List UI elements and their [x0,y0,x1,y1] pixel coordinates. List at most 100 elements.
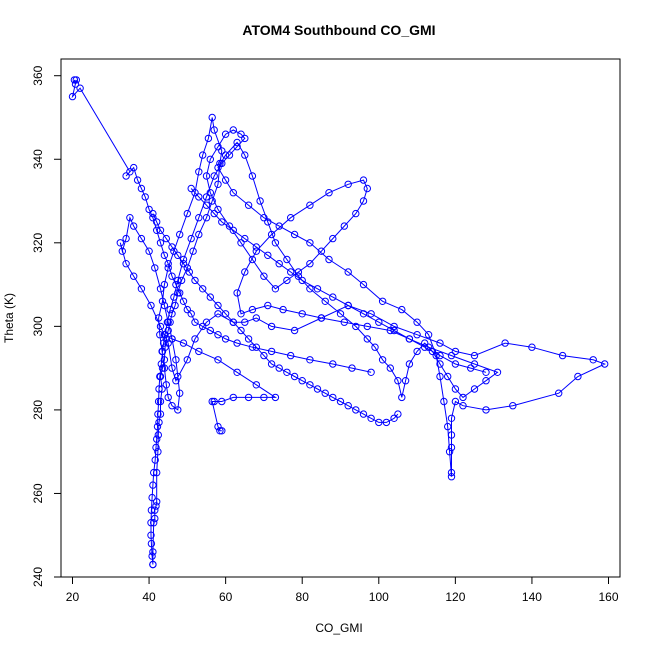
data-point [359,410,368,418]
data-point [214,163,222,172]
data-point [208,113,216,122]
data-point [162,381,171,389]
data-point [352,209,360,218]
data-point [148,552,156,560]
data-point [237,130,245,138]
data-point [252,314,260,322]
data-point [221,310,230,318]
data-point [244,201,253,209]
data-point [237,310,245,318]
data-point [168,402,176,410]
data-point [352,322,360,331]
data-point [210,172,218,180]
data-point [336,397,345,406]
data-point [154,410,162,418]
data-point [195,214,203,222]
x-tick-label: 140 [522,590,542,604]
data-point [390,326,398,335]
x-tick-label: 40 [142,590,156,604]
data-point [329,293,337,301]
data-point [601,360,609,368]
data-point [160,251,169,260]
data-point [202,201,211,209]
data-point [214,356,222,364]
data-point [158,364,167,372]
data-point [137,184,146,193]
data-point [436,372,444,381]
data-point [229,318,238,326]
data-point [206,326,215,335]
data-point [363,184,371,193]
y-tick-label: 320 [31,232,45,252]
data-point [260,272,268,280]
data-point [221,151,230,159]
data-point [344,180,352,189]
data-point [150,468,158,477]
data-point [447,468,456,477]
data-point [130,272,138,280]
data-point [413,331,421,339]
x-tick-label: 80 [296,590,310,604]
data-point [157,360,166,368]
data-point [378,356,387,364]
data-point [436,339,444,347]
y-tick-label: 340 [31,149,45,169]
data-point [233,143,241,151]
data-point [195,347,203,356]
data-point [208,197,216,205]
data-point [440,397,448,406]
data-point [447,351,456,360]
data-point [164,339,172,347]
data-point [156,226,165,235]
data-point [70,76,79,84]
data-point [233,368,241,376]
data-point [451,360,460,368]
data-point [290,372,299,381]
data-point [122,234,130,243]
data-point [267,230,276,239]
data-point [390,414,398,422]
data-point [206,189,215,197]
data-point [174,251,182,260]
data-point [141,193,149,201]
data-point [267,322,276,331]
data-point [72,76,81,84]
data-point [152,443,160,452]
data-point [528,343,536,351]
y-tick-label: 240 [31,567,45,587]
data-point [340,222,348,230]
data-point [137,234,146,243]
data-point [275,260,283,268]
data-point [208,397,216,406]
data-point [156,372,164,381]
data-point [363,322,371,331]
data-point [162,234,171,243]
data-point [183,356,192,364]
data-point [189,247,197,255]
data-point [71,80,80,88]
data-point [171,301,179,310]
data-point [424,331,433,339]
data-point [174,372,182,381]
data-point [116,239,125,247]
data-point [221,130,230,138]
data-point [172,356,180,364]
data-point [306,260,314,268]
data-point [153,435,161,443]
data-point [147,506,156,514]
x-axis-label: CO_GMI [315,621,362,635]
y-axis: 240 260 280 300 320 340 360 [31,65,61,587]
data-point [382,418,391,427]
data-point [279,305,287,314]
data-point [294,272,303,280]
data-point [210,209,218,218]
data-point [271,239,280,247]
data-point [149,548,157,556]
data-point [283,368,291,376]
data-point [467,364,475,372]
data-point [149,209,157,218]
data-point [153,468,161,477]
data-point [241,134,249,143]
data-point [147,519,155,527]
